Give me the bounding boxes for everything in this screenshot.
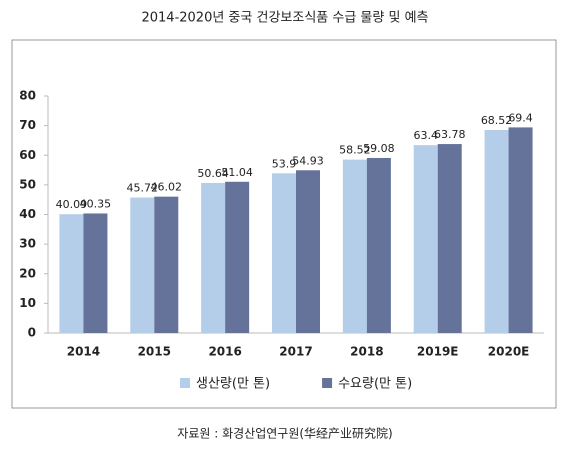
value-label: 63.4 — [413, 129, 438, 142]
bar — [413, 145, 438, 333]
value-label: 63.78 — [434, 128, 466, 141]
bar — [296, 170, 320, 333]
y-tick-label: 60 — [19, 148, 36, 162]
bar — [154, 196, 179, 333]
y-tick-label: 80 — [19, 89, 36, 103]
x-tick-label: 2018 — [350, 345, 383, 359]
bar — [272, 173, 296, 333]
value-label: 50.64 — [197, 167, 229, 180]
bar — [201, 182, 226, 333]
value-label: 45.72 — [127, 182, 159, 195]
y-tick-label: 0 — [28, 326, 36, 340]
value-label: 69.4 — [508, 111, 533, 124]
bar — [83, 213, 108, 333]
y-tick-label: 30 — [19, 237, 36, 251]
value-label: 51.04 — [221, 166, 253, 179]
x-tick-label: 2015 — [138, 345, 171, 359]
bar — [130, 197, 155, 333]
bar — [484, 130, 509, 333]
bar — [508, 127, 533, 333]
bar — [437, 144, 462, 333]
value-label: 40.35 — [80, 197, 112, 210]
x-tick-label: 2019E — [417, 345, 459, 359]
x-tick-label: 2016 — [208, 345, 241, 359]
value-label: 58.52 — [339, 144, 371, 157]
y-tick-label: 10 — [19, 296, 36, 310]
legend-label: 생산량(만 톤) — [196, 377, 270, 392]
value-label: 68.52 — [481, 114, 513, 127]
value-label: 40.09 — [56, 198, 88, 211]
legend-swatch — [180, 378, 190, 388]
y-tick-label: 70 — [19, 118, 36, 132]
chart-title: 2014-2020년 중국 건강보조식품 수급 물량 및 예측 — [141, 11, 428, 26]
bar — [366, 157, 391, 333]
value-label: 46.02 — [151, 181, 183, 194]
x-tick-label: 2014 — [67, 345, 100, 359]
y-tick-label: 40 — [19, 207, 36, 221]
legend-label: 수요량(만 톤) — [338, 377, 412, 392]
bar — [225, 181, 250, 333]
x-tick-label: 2017 — [279, 345, 312, 359]
y-tick-label: 20 — [19, 266, 36, 280]
chart-frame — [11, 39, 557, 409]
value-label: 54.93 — [292, 154, 324, 167]
y-tick-label: 50 — [19, 177, 36, 191]
legend-swatch — [322, 378, 333, 388]
x-tick-label: 2020E — [488, 345, 530, 359]
value-label: 59.08 — [363, 142, 395, 155]
value-label: 53.9 — [272, 157, 297, 170]
bar — [59, 214, 84, 333]
bar — [342, 159, 367, 333]
source-note: 자료원 : 화경산업연구원(华经产业研究院) — [177, 426, 392, 441]
